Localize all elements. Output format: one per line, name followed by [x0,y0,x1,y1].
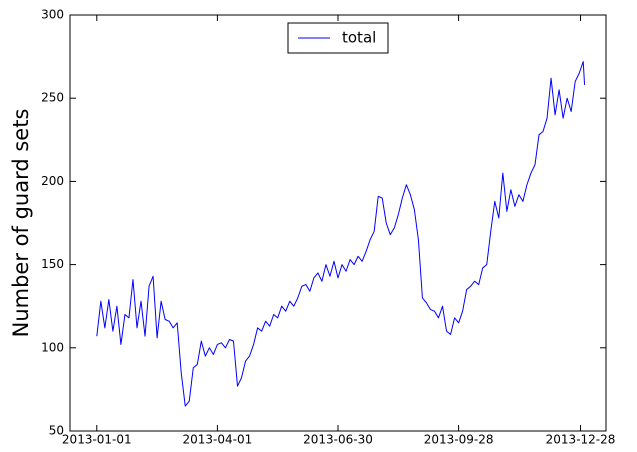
plot-frame [69,14,607,432]
data-line [96,61,586,407]
y-tick-label: 300 [41,8,64,22]
y-tick-label: 250 [41,91,64,105]
x-tick-label: 2013-06-30 [303,433,373,447]
y-tick-label: 100 [41,340,64,354]
x-tick-label: 2013-09-28 [424,433,494,447]
x-tick-label: 2013-01-01 [62,433,132,447]
y-tick-label: 150 [41,257,64,271]
y-tick-label: 50 [49,424,64,438]
legend-label: total [342,29,376,47]
x-tick-label: 2013-04-01 [183,433,253,447]
y-tick-label: 200 [41,174,64,188]
y-axis-label: Number of guard sets [9,109,33,338]
x-tick-label: 2013-12-28 [546,433,616,447]
